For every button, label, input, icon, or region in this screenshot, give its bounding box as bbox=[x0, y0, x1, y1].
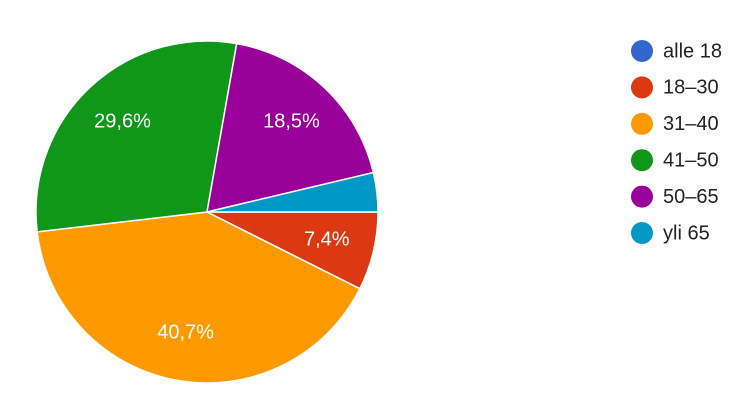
slice-label: 40,7% bbox=[157, 322, 214, 344]
legend-swatch bbox=[631, 222, 653, 244]
pie-slice bbox=[36, 211, 361, 384]
legend-label: 18–30 bbox=[663, 77, 719, 99]
legend-label: alle 18 bbox=[663, 40, 722, 62]
legend-swatch bbox=[631, 185, 653, 208]
legend-label: yli 65 bbox=[663, 222, 710, 244]
legend-swatch bbox=[631, 112, 653, 135]
legend-label: 41–50 bbox=[663, 149, 719, 171]
slice-label: 18,5% bbox=[263, 111, 320, 133]
legend-swatch bbox=[631, 149, 653, 172]
legend-label: 31–40 bbox=[663, 113, 719, 135]
slice-label: 29,6% bbox=[94, 111, 151, 133]
legend-label: 50–65 bbox=[663, 186, 719, 208]
slice-label: 7,4% bbox=[304, 229, 350, 251]
pie-slice bbox=[206, 171, 379, 213]
pie-slice bbox=[206, 42, 375, 213]
pie-slice bbox=[35, 40, 238, 233]
legend-swatch bbox=[631, 76, 653, 99]
legend-swatch bbox=[631, 40, 653, 62]
